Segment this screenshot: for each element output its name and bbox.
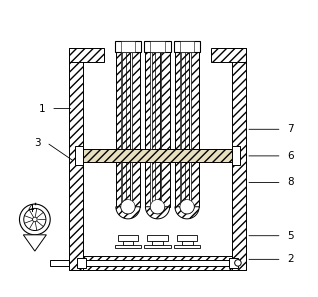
Bar xyxy=(190,162,191,207)
Bar xyxy=(174,245,200,248)
Bar xyxy=(145,162,169,207)
Polygon shape xyxy=(150,200,165,214)
Bar xyxy=(232,146,240,165)
Bar xyxy=(147,235,168,241)
Bar xyxy=(175,41,199,149)
Bar xyxy=(180,162,182,207)
Bar xyxy=(121,162,122,207)
Bar xyxy=(174,42,200,52)
Bar xyxy=(177,235,197,241)
Bar xyxy=(175,162,199,207)
Bar xyxy=(114,245,141,248)
Text: 2: 2 xyxy=(287,254,294,264)
Polygon shape xyxy=(116,207,140,219)
Bar xyxy=(160,41,161,149)
Text: 7: 7 xyxy=(287,124,294,134)
Bar xyxy=(150,42,165,52)
Text: 4: 4 xyxy=(27,204,34,214)
Bar xyxy=(150,41,152,149)
Text: 3: 3 xyxy=(34,138,41,148)
Bar xyxy=(116,41,140,149)
Bar xyxy=(118,235,138,241)
Circle shape xyxy=(24,208,46,230)
Bar xyxy=(69,255,246,270)
Bar xyxy=(180,42,194,52)
Polygon shape xyxy=(145,207,169,219)
Polygon shape xyxy=(121,200,135,214)
Bar xyxy=(232,48,246,270)
Bar xyxy=(77,258,86,268)
Bar xyxy=(130,162,132,207)
Bar xyxy=(144,245,171,248)
Circle shape xyxy=(32,217,37,222)
Bar xyxy=(75,146,83,165)
Bar xyxy=(83,260,232,266)
Polygon shape xyxy=(175,207,199,219)
Bar xyxy=(182,241,192,245)
Bar xyxy=(144,42,171,52)
Text: 6: 6 xyxy=(287,151,294,161)
Bar xyxy=(121,42,135,52)
Polygon shape xyxy=(180,200,194,214)
Text: 8: 8 xyxy=(287,178,294,187)
Bar xyxy=(229,258,238,268)
Bar xyxy=(152,241,163,245)
Circle shape xyxy=(235,260,241,266)
Bar xyxy=(122,241,134,245)
Bar xyxy=(160,162,161,207)
Bar xyxy=(69,48,83,270)
Bar xyxy=(115,42,141,52)
Text: 1: 1 xyxy=(39,104,45,113)
Bar xyxy=(116,162,140,207)
Bar xyxy=(83,62,232,255)
Bar xyxy=(180,41,182,149)
Bar xyxy=(69,48,104,62)
Bar xyxy=(211,48,246,62)
Bar xyxy=(145,41,169,149)
Bar xyxy=(190,41,191,149)
Bar xyxy=(150,162,152,207)
Polygon shape xyxy=(23,235,46,251)
Text: 5: 5 xyxy=(287,231,294,241)
Bar xyxy=(83,149,232,162)
Bar xyxy=(121,41,122,149)
Circle shape xyxy=(19,204,50,235)
Bar xyxy=(130,41,132,149)
Bar xyxy=(50,260,69,266)
